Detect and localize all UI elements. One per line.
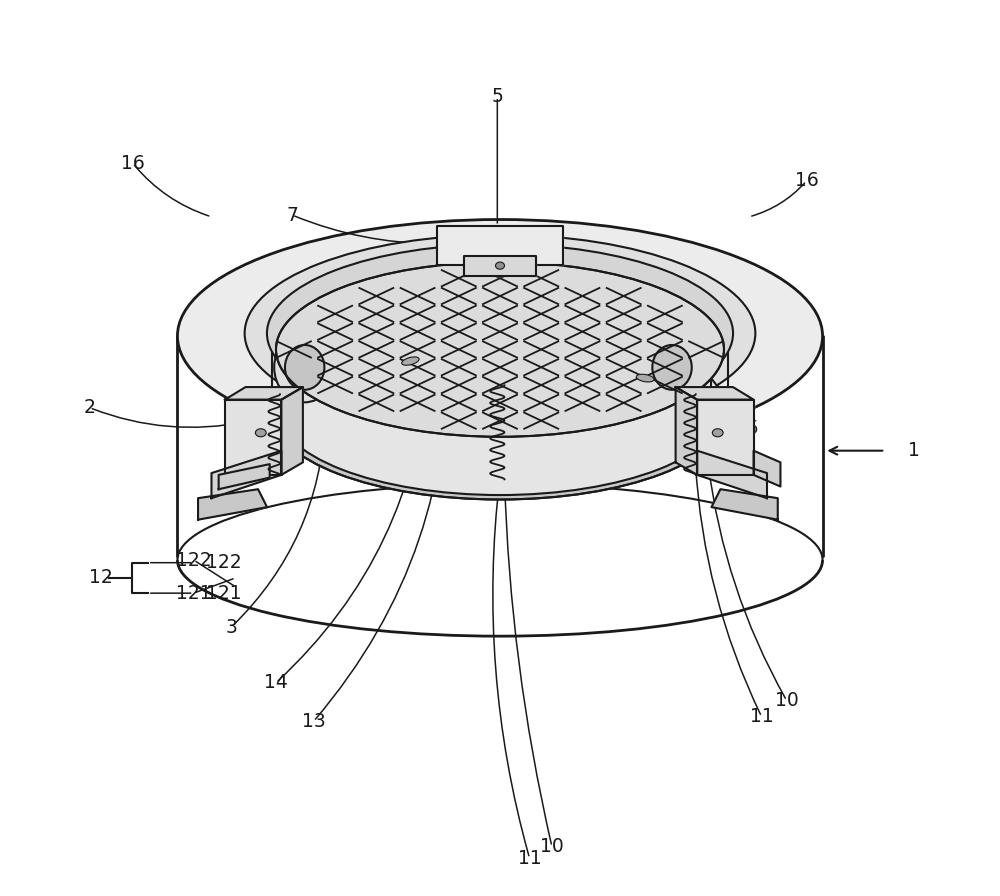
Text: 10: 10: [540, 837, 564, 857]
Ellipse shape: [267, 245, 733, 422]
Polygon shape: [711, 489, 778, 520]
Ellipse shape: [642, 332, 702, 402]
Ellipse shape: [652, 345, 692, 390]
Polygon shape: [225, 387, 303, 400]
Text: 10: 10: [775, 691, 799, 711]
Polygon shape: [697, 451, 767, 498]
Ellipse shape: [285, 345, 324, 390]
Ellipse shape: [496, 262, 504, 269]
Text: 7: 7: [286, 205, 298, 225]
Ellipse shape: [245, 235, 755, 432]
Text: 2: 2: [84, 398, 96, 418]
Ellipse shape: [636, 375, 654, 382]
Text: 16: 16: [121, 153, 145, 173]
Ellipse shape: [272, 249, 728, 424]
Ellipse shape: [177, 220, 823, 452]
Ellipse shape: [274, 332, 335, 402]
Polygon shape: [225, 400, 281, 475]
Text: 122: 122: [176, 550, 211, 570]
Text: 121: 121: [176, 583, 211, 603]
Ellipse shape: [402, 357, 419, 366]
Text: 121: 121: [206, 583, 242, 603]
Ellipse shape: [276, 320, 724, 495]
Polygon shape: [754, 451, 780, 487]
Text: 12: 12: [89, 568, 113, 588]
Text: 11: 11: [750, 707, 774, 727]
Text: 5: 5: [491, 87, 503, 107]
Polygon shape: [676, 387, 754, 400]
Ellipse shape: [712, 429, 723, 436]
Text: 5: 5: [747, 418, 759, 438]
Polygon shape: [219, 464, 270, 489]
Polygon shape: [281, 387, 303, 475]
Text: 16: 16: [795, 171, 818, 191]
Text: 122: 122: [206, 553, 242, 573]
Polygon shape: [697, 400, 754, 475]
Text: 11: 11: [518, 849, 541, 868]
Ellipse shape: [272, 324, 728, 500]
Polygon shape: [198, 489, 267, 520]
Polygon shape: [464, 255, 536, 275]
Polygon shape: [676, 387, 697, 475]
Text: 1: 1: [908, 441, 920, 461]
Text: 14: 14: [264, 673, 288, 693]
Ellipse shape: [276, 262, 724, 436]
Ellipse shape: [255, 429, 266, 436]
Text: 3: 3: [225, 617, 237, 637]
Polygon shape: [211, 451, 281, 498]
Polygon shape: [437, 226, 563, 265]
Text: 13: 13: [302, 711, 326, 731]
